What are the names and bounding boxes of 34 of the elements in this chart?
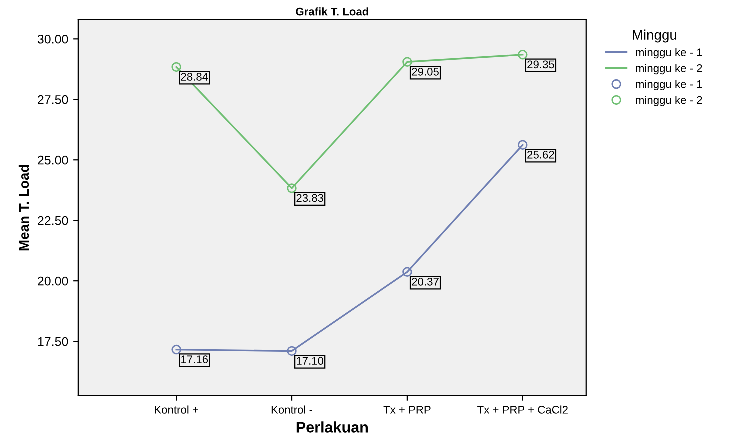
point (402, 57, 412, 67)
y-axis-title: Mean T. Load (18, 165, 30, 251)
y-tick-label: 30.00 (38, 34, 68, 44)
legend-label: minggu ke - 1 (636, 80, 702, 90)
point (518, 50, 528, 60)
data-label: 29.05 (412, 68, 439, 76)
point (402, 267, 412, 277)
point (172, 344, 182, 355)
text: minggu ke - 1 (636, 48, 702, 59)
x-tick-label: Tx + PRP + CaCl2 (478, 406, 568, 414)
data-label: 25.62 (528, 150, 554, 159)
y-tick-label: 22.50 (38, 216, 68, 226)
data-label: 28.84 (181, 73, 208, 81)
x-tick-label: Kontrol - (272, 406, 313, 414)
x-tick-label: Tx + PRP (384, 406, 431, 414)
y-tick-label: 27.50 (38, 95, 68, 104)
point (287, 346, 297, 356)
y-tick-label: 17.50 (38, 337, 68, 346)
x-tick-label: Kontrol + (155, 406, 198, 414)
data-label: 23.83 (296, 194, 324, 202)
data-label: 20.37 (412, 278, 439, 286)
legend-title: Minggu (633, 30, 677, 43)
legend-label: minggu ke - 2 (636, 64, 702, 75)
chart-title: Grafik T. Load (296, 8, 368, 16)
point (518, 140, 528, 150)
data-label: 17.16 (182, 356, 208, 364)
data-label: 17.10 (297, 357, 324, 365)
point (172, 62, 182, 72)
data-label: 29.35 (528, 60, 554, 69)
y-tick-label: 20.00 (38, 276, 68, 286)
text: minggu ke - 2 (636, 96, 702, 106)
point (287, 184, 297, 194)
x-axis-title: Perlakuan (296, 422, 368, 433)
y-tick-label: 25.00 (38, 156, 68, 165)
